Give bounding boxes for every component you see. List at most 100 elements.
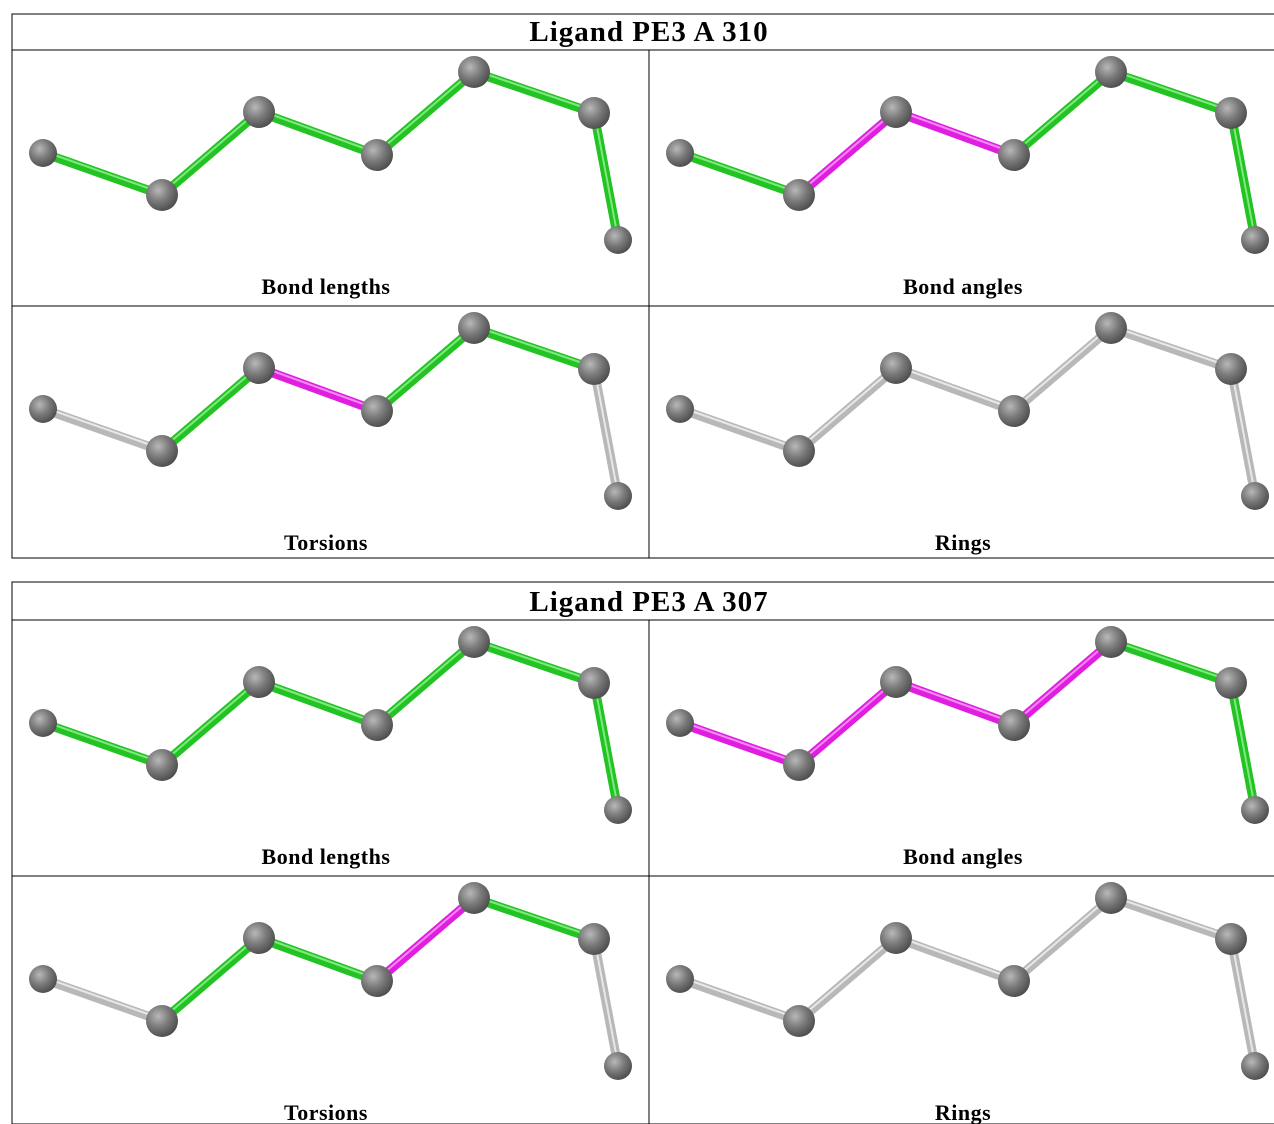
bond <box>469 67 599 118</box>
bond-highlight <box>473 325 595 368</box>
table-border <box>11 581 1274 1124</box>
bond <box>675 974 804 1026</box>
atom <box>783 435 815 467</box>
atom <box>361 709 393 741</box>
bond-highlight <box>376 895 475 980</box>
cell-caption: Torsions <box>284 1100 368 1124</box>
atom <box>458 626 490 658</box>
bond <box>254 677 382 730</box>
atom <box>666 395 694 423</box>
bond-highlight <box>1013 69 1112 154</box>
atom <box>666 709 694 737</box>
bond-highlight <box>798 679 897 764</box>
bond <box>794 933 901 1026</box>
bond-highlight <box>258 935 378 980</box>
bond-highlight <box>1230 366 1256 495</box>
atom <box>146 179 178 211</box>
bond-highlight <box>895 365 1015 410</box>
bond <box>1106 67 1236 118</box>
bond-highlight <box>1110 325 1232 368</box>
ligand-table: Ligand PE3 A 307 Bond lengths Bond angles T… <box>11 581 1274 1124</box>
bond <box>891 107 1019 160</box>
atom <box>604 1052 632 1080</box>
structure-cell: Rings <box>666 882 1269 1124</box>
bond <box>157 677 264 770</box>
bond <box>794 107 901 200</box>
structure-cell: Bond angles <box>666 626 1269 869</box>
bond <box>469 893 599 944</box>
bond-highlight <box>798 935 897 1020</box>
bond <box>38 974 167 1026</box>
cell-caption: Bond lengths <box>262 844 391 869</box>
bond <box>891 933 1019 986</box>
bond <box>1009 893 1116 986</box>
atom <box>578 97 610 129</box>
atom <box>880 352 912 384</box>
atom <box>29 965 57 993</box>
table-title: Ligand PE3 A 307 <box>529 586 768 618</box>
bond-highlight <box>895 935 1015 980</box>
bond-highlight <box>1230 680 1256 809</box>
bond <box>1009 637 1116 730</box>
bond-highlight <box>161 679 260 764</box>
bond-highlight <box>376 639 475 724</box>
bond <box>891 677 1019 730</box>
bond-highlight <box>1110 639 1232 682</box>
atom <box>1241 226 1269 254</box>
bond-highlight <box>895 109 1015 154</box>
bond <box>157 363 264 456</box>
atom <box>1095 56 1127 88</box>
bond-highlight <box>798 365 897 450</box>
atom <box>1215 923 1247 955</box>
atom <box>666 965 694 993</box>
cell-caption: Rings <box>935 530 991 555</box>
atom <box>361 395 393 427</box>
atom <box>146 749 178 781</box>
structure-cell: Torsions <box>29 312 632 555</box>
atom <box>146 435 178 467</box>
cell-caption: Bond angles <box>903 844 1023 869</box>
bond-highlight <box>1230 110 1256 239</box>
bond <box>254 107 382 160</box>
atom <box>604 482 632 510</box>
atom <box>783 749 815 781</box>
atom <box>604 796 632 824</box>
bond <box>469 323 599 374</box>
atom <box>998 139 1030 171</box>
bond <box>675 404 804 456</box>
atom <box>458 882 490 914</box>
bond-highlight <box>42 976 163 1020</box>
bond-highlight <box>679 720 800 764</box>
bond-highlight <box>161 365 260 450</box>
ligand-table: Ligand PE3 A 310 Bond lengths Bond angles T… <box>11 13 1274 559</box>
bond-highlight <box>42 150 163 194</box>
bond-highlight <box>473 895 595 938</box>
bond <box>38 404 167 456</box>
cell-caption: Torsions <box>284 530 368 555</box>
atom <box>361 965 393 997</box>
bond <box>157 933 264 1026</box>
bond-highlight <box>1013 639 1112 724</box>
bond-highlight <box>258 679 378 724</box>
bond <box>38 718 167 770</box>
bond <box>372 67 479 160</box>
bond <box>675 148 804 200</box>
atom <box>880 922 912 954</box>
atom <box>578 667 610 699</box>
bond-highlight <box>798 109 897 194</box>
bond-highlight <box>593 936 619 1065</box>
atom <box>783 179 815 211</box>
atom <box>1215 667 1247 699</box>
atom <box>29 139 57 167</box>
cell-caption: Bond angles <box>903 274 1023 299</box>
atom <box>361 139 393 171</box>
table-title: Ligand PE3 A 310 <box>529 16 768 48</box>
atom <box>1095 312 1127 344</box>
bond-highlight <box>593 680 619 809</box>
bond-highlight <box>1230 936 1256 1065</box>
atom <box>458 312 490 344</box>
atom <box>1241 482 1269 510</box>
cell-caption: Bond lengths <box>262 274 391 299</box>
bond-highlight <box>376 325 475 410</box>
atom <box>1241 1052 1269 1080</box>
